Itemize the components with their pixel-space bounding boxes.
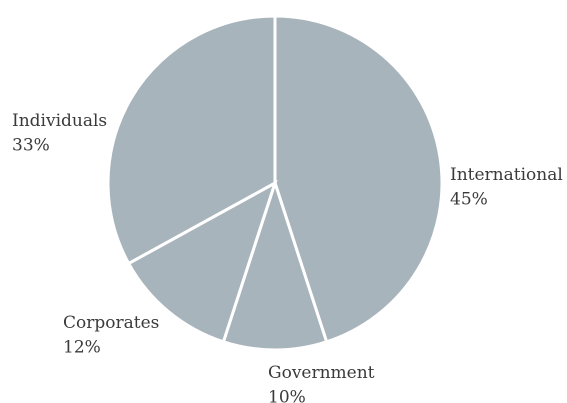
pie-slice-corporates xyxy=(126,179,278,344)
slice-label-name: Individuals xyxy=(12,111,107,131)
slice-label-international: International 45% xyxy=(450,165,563,210)
slice-label-name: Corporates xyxy=(63,313,159,333)
slice-label-value: 12% xyxy=(63,338,101,358)
slice-label-value: 33% xyxy=(12,136,50,156)
pie-slice-international xyxy=(273,14,444,344)
slice-label-value: 45% xyxy=(450,190,488,210)
slice-label-name: International xyxy=(450,165,563,185)
slice-label-government: Government 10% xyxy=(268,363,375,403)
pie-slice-individuals xyxy=(106,14,277,266)
slice-label-name: Government xyxy=(268,363,375,383)
pie-slice-government xyxy=(221,178,329,352)
pie-slices xyxy=(106,14,444,352)
slice-label-corporates: Corporates 12% xyxy=(63,313,159,358)
pie-labels: International 45% Government 10% Corporates 1… xyxy=(12,111,563,403)
slice-label-value: 10% xyxy=(268,388,306,403)
slice-label-individuals: Individuals 33% xyxy=(12,111,107,156)
